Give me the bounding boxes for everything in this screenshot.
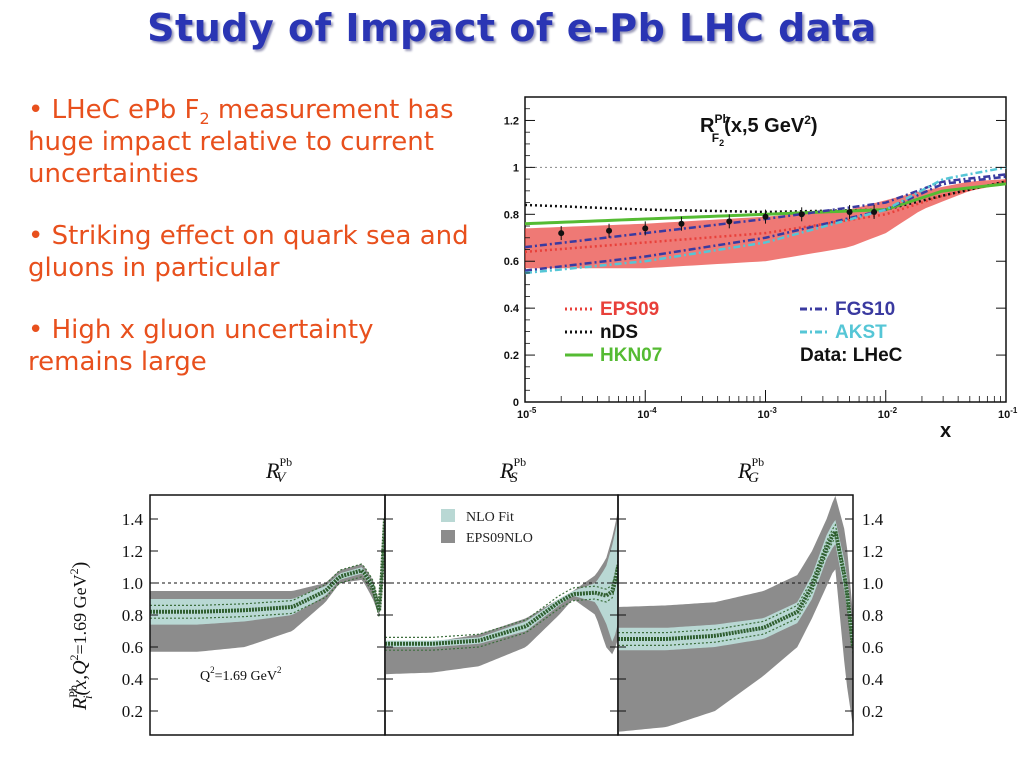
rf2-y-tick-label: 0.8 xyxy=(504,209,519,221)
rf2-title: RPb F2(x,5 GeV2) xyxy=(700,112,818,148)
fit-variation-lower xyxy=(618,536,853,654)
rf2-x-axis-label: x xyxy=(940,420,951,442)
rf2-data-point xyxy=(606,227,613,234)
ratio-panel-plot-3 xyxy=(618,495,853,732)
rf2-legend-label-hkn07: HKN07 xyxy=(600,345,662,366)
ratio-y-tick-label-left: 1.0 xyxy=(122,574,143,593)
rf2-x-tick-label: 10-4 xyxy=(637,406,657,421)
ratio-y-tick-label-left: 0.6 xyxy=(122,638,143,657)
legend-swatch-eps09nlo xyxy=(441,530,455,543)
ratio-y-tick-label-right: 0.8 xyxy=(862,606,883,625)
ratio-panel-3 xyxy=(617,494,854,736)
ratio-y-tick-label-right: 1.0 xyxy=(862,574,883,593)
rf2-line-akst-5 xyxy=(524,166,1007,275)
ratio-panel-1 xyxy=(149,494,386,736)
ratio-y-tick-label-left: 1.4 xyxy=(122,510,144,529)
fit-variation-upper xyxy=(385,560,618,639)
bullet-3: • High x gluon uncertainty remains large xyxy=(28,315,374,377)
rf2-legend-label-eps09: EPS09 xyxy=(600,299,659,320)
rf2-y-tick-label: 0.6 xyxy=(504,256,519,268)
nlo-fit-band xyxy=(618,519,853,655)
rf2-y-tick-label: 0 xyxy=(513,397,519,409)
legend-label-nlo-fit: NLO Fit xyxy=(466,510,514,525)
rf2-x-tick-label: 10-5 xyxy=(517,406,537,421)
ratio-y-tick-label-right: 0.4 xyxy=(862,670,884,689)
rf2-legend-label-data-lhec: Data: LHeC xyxy=(800,345,903,366)
rf2-line-eps09-0 xyxy=(524,180,1007,254)
ratio-y-tick-label-right: 1.4 xyxy=(862,510,884,529)
rf2-y-tick-label: 0.2 xyxy=(504,350,519,362)
central-fit-line xyxy=(618,526,853,648)
rf2-data-point xyxy=(642,225,649,232)
slide-title: Study of Impact of e-Pb LHC data xyxy=(147,6,877,50)
rf2-line-fgs10-3 xyxy=(524,175,1007,272)
rf2-legend-label-nds: nDS xyxy=(600,322,638,343)
rf2-y-tick-label: 0.4 xyxy=(504,303,520,315)
ratio-y-tick-label-right: 0.2 xyxy=(862,702,883,721)
rf2-data-points xyxy=(558,204,878,241)
rf2-x-tick-label: 10-1 xyxy=(998,406,1018,421)
rf2-y-tick-label: 1 xyxy=(513,162,519,174)
rf2-legend-label-fgs10: FGS10 xyxy=(835,299,895,320)
ratio-y-tick-label-left: 0.2 xyxy=(122,702,143,721)
ratio-y-tick-label-left: 1.2 xyxy=(122,542,143,561)
fit-variation-upper xyxy=(618,523,853,641)
panel-title-rg: RPb G xyxy=(737,455,764,486)
legend-label-eps09nlo: EPS09NLO xyxy=(466,531,533,546)
rf2-data-point xyxy=(558,230,565,237)
ratio-panel-plot-1 xyxy=(150,495,385,652)
ratio-axes: 0.2 0.2 0.4 0.4 0.6 0.6 0.8 0.8 1.0 1.0 1.2 1.2 1.4 1… xyxy=(122,510,884,721)
rf2-data-point xyxy=(846,208,853,215)
legend-swatch-nlo-fit xyxy=(441,509,455,522)
central-fit-line xyxy=(385,566,618,646)
eps09nlo-band xyxy=(618,495,853,732)
ratio-legend: NLO Fit EPS09NLO xyxy=(441,509,533,546)
bullet-list: • LHeC ePb F2 measurement has huge impac… xyxy=(28,94,478,408)
rf2-axes: 0 0.2 0.4 0.6 0.8 1 1.2 10-5 10-4 10-3 10-2 10-1 xyxy=(504,108,1018,421)
central-fit-line xyxy=(150,518,385,614)
ratio-y-axis-label: RPbi(x,Q2=1.69 GeV2) xyxy=(66,562,95,711)
rf2-data-point xyxy=(798,211,805,218)
ratio-y-tick-label-left: 0.8 xyxy=(122,606,143,625)
bullet-2: • Striking effect on quark sea and gluon… xyxy=(28,221,469,283)
panel-title-rs: RPb S xyxy=(499,455,526,486)
rf2-x-tick-label: 10-2 xyxy=(878,406,898,421)
rf2-data-point xyxy=(726,218,733,225)
q2-annotation: Q2=1.69 GeV2 xyxy=(200,665,281,684)
rf2-data-point xyxy=(762,213,769,220)
nlo-fit-band xyxy=(150,503,385,625)
fit-variation-lower xyxy=(385,573,618,651)
fit-variation-lower xyxy=(150,525,385,619)
ratio-panels xyxy=(149,494,854,736)
ratio-y-tick-label-right: 1.2 xyxy=(862,542,883,561)
ratio-y-tick-label-right: 0.6 xyxy=(862,638,883,657)
rf2-data-point xyxy=(678,220,685,227)
rf2-data-point xyxy=(871,208,878,215)
ratio-y-tick-label-left: 0.4 xyxy=(122,670,144,689)
rf2-legend-label-akst: AKST xyxy=(835,322,887,343)
ratio-panel-plot-2 xyxy=(385,511,618,675)
panel-title-rv: RPb V xyxy=(265,455,292,486)
fit-variation-upper xyxy=(150,512,385,607)
ratio-panel-2 xyxy=(384,494,619,736)
rf2-y-tick-label: 1.2 xyxy=(504,115,519,127)
bullet-1: • LHeC ePb F2 measurement has huge impac… xyxy=(28,95,454,189)
rf2-x-tick-label: 10-3 xyxy=(758,406,778,421)
